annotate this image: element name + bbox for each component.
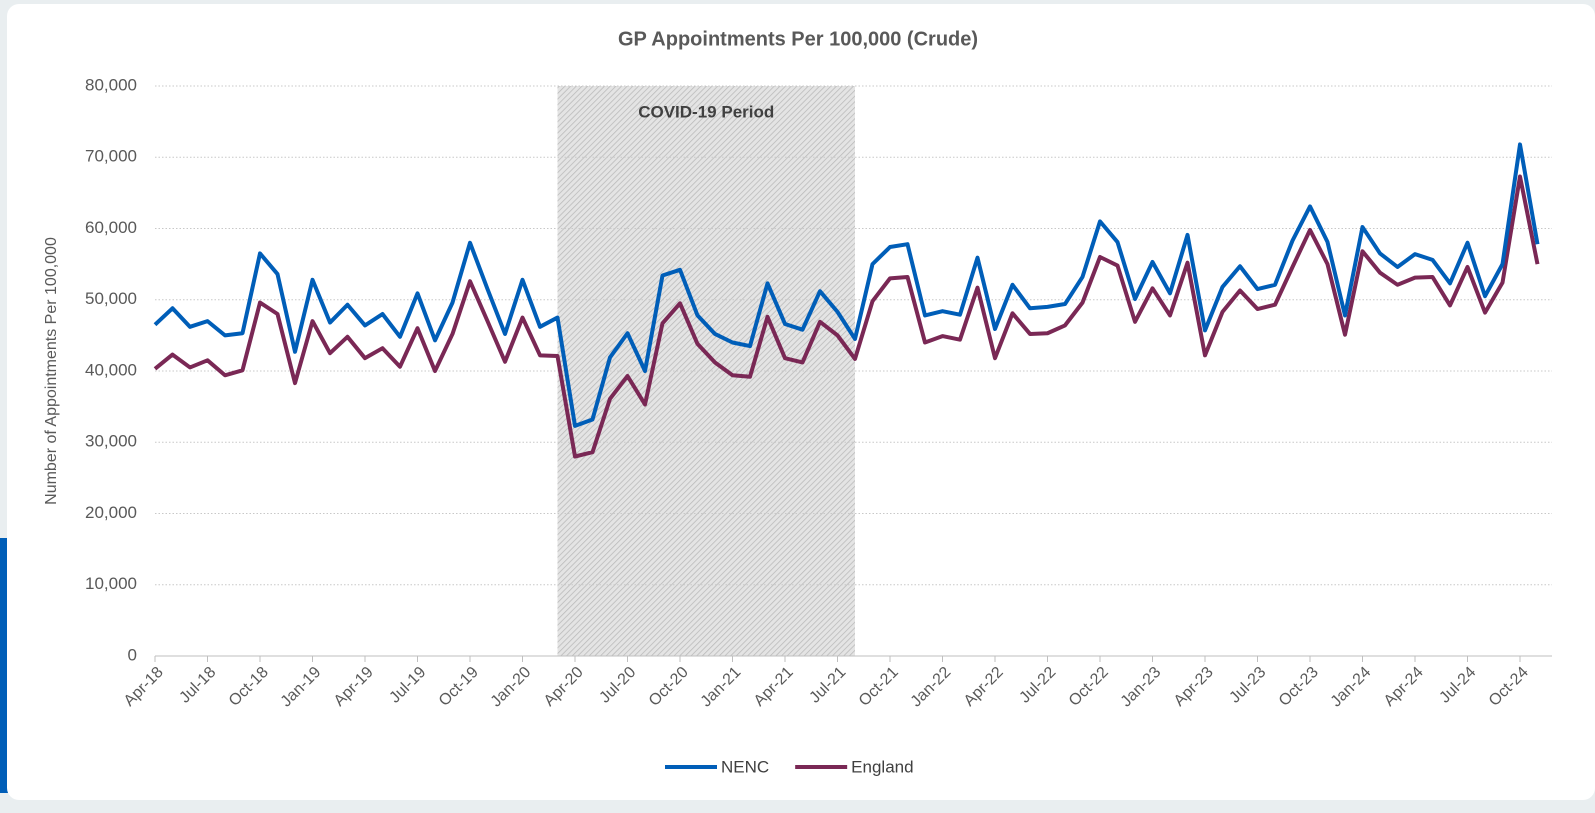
x-tick-label: Oct-18	[226, 664, 272, 710]
y-tick-label: 10,000	[85, 574, 137, 593]
line-series	[153, 174, 1540, 459]
x-tick-label: Jan-20	[488, 664, 535, 711]
x-tick-label: Apr-20	[541, 664, 587, 710]
x-tick-label: Jan-21	[698, 664, 745, 711]
y-tick-label: 20,000	[85, 503, 137, 522]
legend-label: England	[851, 757, 913, 776]
y-tick-label: 0	[128, 645, 137, 664]
chart-title: GP Appointments Per 100,000 (Crude)	[618, 28, 978, 50]
legend-label: NENC	[721, 757, 769, 776]
y-axis-label: Number of Appointments Per 100,000	[43, 237, 60, 505]
x-tick-label: Oct-22	[1066, 664, 1112, 710]
region-label: COVID-19 Period	[638, 102, 774, 121]
x-tick-label: Jan-24	[1328, 664, 1375, 711]
x-tick-label: Oct-19	[436, 664, 482, 710]
x-tick-label: Oct-23	[1276, 664, 1322, 710]
x-tick-label: Oct-20	[646, 664, 692, 710]
y-tick-label: 30,000	[85, 432, 137, 451]
x-tick-label: Apr-19	[331, 664, 377, 710]
x-tick-label: Jan-22	[908, 664, 955, 711]
x-tick-label: Jul-23	[1226, 664, 1269, 707]
y-tick-label: 40,000	[85, 360, 137, 379]
x-tick-label: Oct-21	[856, 664, 902, 710]
x-tick-label: Jul-18	[176, 664, 219, 707]
x-tick-label: Apr-24	[1381, 664, 1427, 710]
x-tick-label: Apr-18	[121, 664, 167, 710]
x-tick-label: Jul-21	[806, 664, 849, 707]
x-tick-label: Apr-21	[751, 664, 797, 710]
y-tick-label: 80,000	[85, 75, 137, 94]
accent-strip	[0, 538, 10, 793]
x-tick-label: Jan-23	[1118, 664, 1165, 711]
x-tick-label: Apr-22	[961, 664, 1007, 710]
line-series	[153, 142, 1540, 428]
y-tick-label: 50,000	[85, 289, 137, 308]
x-tick-label: Jan-19	[278, 664, 325, 711]
x-tick-label: Jul-20	[596, 664, 639, 707]
x-tick-label: Jul-24	[1436, 664, 1479, 707]
x-tick-label: Oct-24	[1486, 664, 1532, 710]
y-tick-label: 60,000	[85, 218, 137, 237]
x-tick-label: Jul-19	[386, 664, 429, 707]
y-tick-label: 70,000	[85, 147, 137, 166]
x-tick-label: Jul-22	[1016, 664, 1059, 707]
x-tick-label: Apr-23	[1171, 664, 1217, 710]
